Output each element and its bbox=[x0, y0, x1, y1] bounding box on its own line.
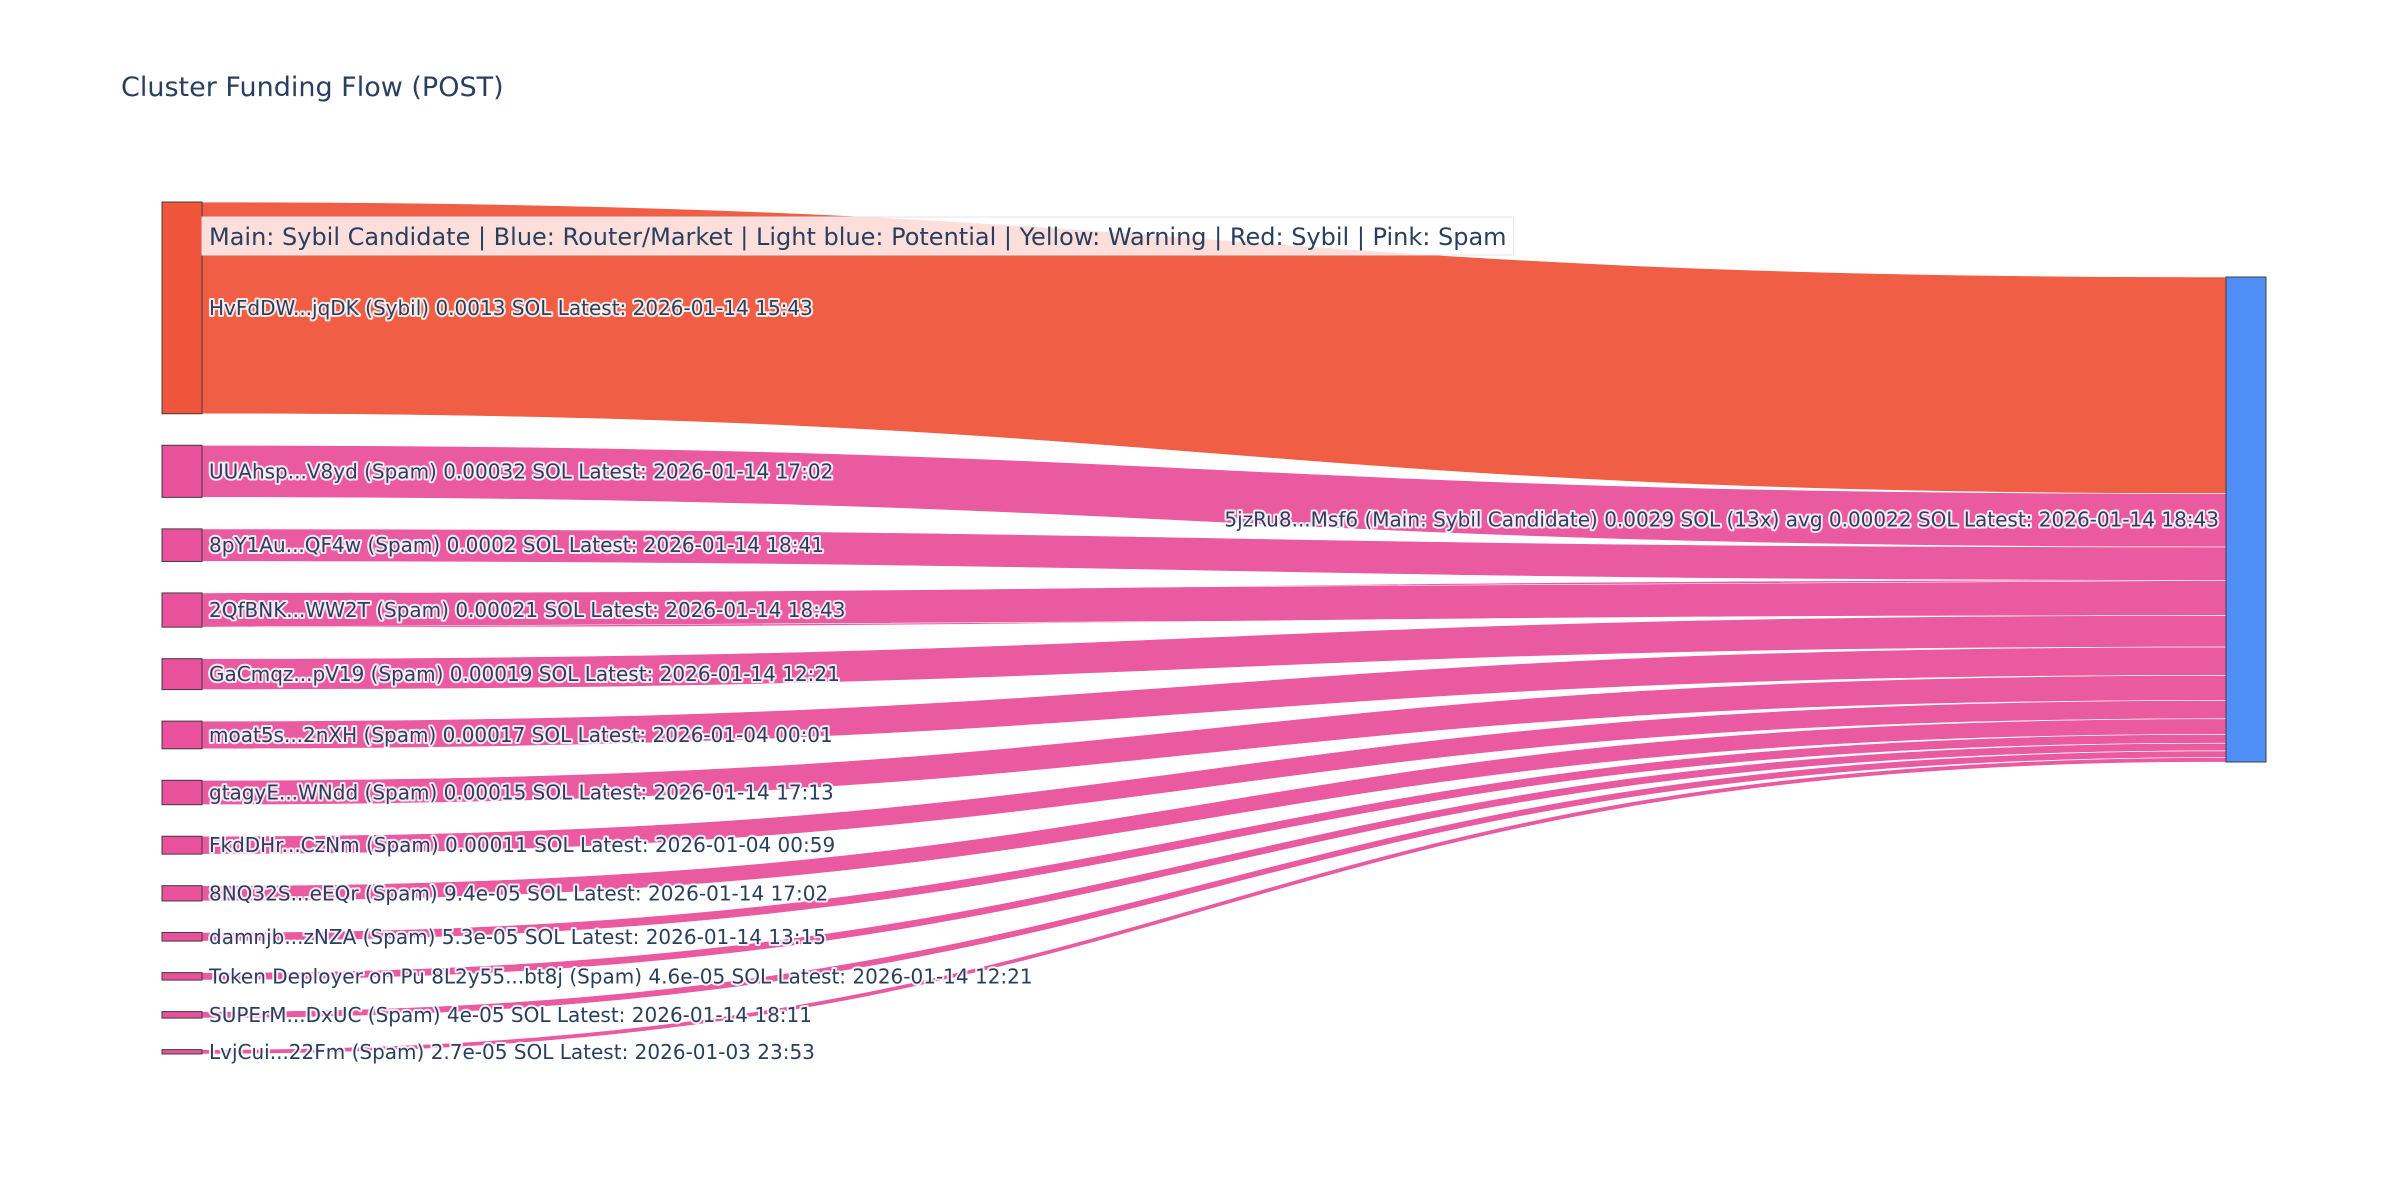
sankey-node-label-7: gtagyE...WNdd (Spam) 0.00015 SOL Latest:… bbox=[209, 781, 834, 805]
sankey-links bbox=[201, 201, 2227, 1055]
sankey-node-target[interactable] bbox=[2225, 276, 2267, 763]
sankey-node-label-11: Token Deployer on Pu 8L2y55...bt8j (Spam… bbox=[208, 964, 1033, 988]
chart-title: Cluster Funding Flow (POST) bbox=[121, 72, 504, 103]
sankey-node-source-4[interactable] bbox=[161, 592, 203, 628]
sankey-labels: HvFdDW...jqDK (Sybil) 0.0013 SOL Latest:… bbox=[206, 294, 2221, 1066]
sankey-node-label-2: UUAhsp...V8yd (Spam) 0.00032 SOL Latest:… bbox=[209, 459, 833, 483]
sankey-node-source-9[interactable] bbox=[161, 885, 203, 902]
sankey-node-label-10: damnjb...zNZA (Spam) 5.3e-05 SOL Latest:… bbox=[209, 925, 826, 949]
sankey-node-source-3[interactable] bbox=[161, 528, 203, 562]
sankey-node-label-13: LvjCui...22Fm (Spam) 2.7e-05 SOL Latest:… bbox=[209, 1040, 815, 1064]
sankey-node-label-6: moat5s...2nXH (Spam) 0.00017 SOL Latest:… bbox=[209, 723, 833, 747]
sankey-node-source-8[interactable] bbox=[161, 835, 203, 855]
legend-text: Main: Sybil Candidate | Blue: Router/Mar… bbox=[209, 223, 1507, 251]
legend-background bbox=[201, 216, 1515, 256]
sankey-node-source-5[interactable] bbox=[161, 658, 203, 691]
sankey-node-label-4: 2QfBNK...WW2T (Spam) 0.00021 SOL Latest:… bbox=[209, 598, 845, 622]
sankey-node-label-8: FkdDHr...CzNm (Spam) 0.00011 SOL Latest:… bbox=[209, 833, 835, 857]
sankey-node-label-9: 8NQ32S...eEQr (Spam) 9.4e-05 SOL Latest:… bbox=[209, 881, 828, 905]
sankey-node-label-12: SUPErM...DxUC (Spam) 4e-05 SOL Latest: 2… bbox=[209, 1003, 812, 1027]
sankey-node-source-6[interactable] bbox=[161, 720, 203, 750]
sankey-node-label-1: HvFdDW...jqDK (Sybil) 0.0013 SOL Latest:… bbox=[209, 296, 813, 320]
legend: Main: Sybil Candidate | Blue: Router/Mar… bbox=[201, 216, 1515, 256]
sankey-node-label-5: GaCmqz...pV19 (Spam) 0.00019 SOL Latest:… bbox=[209, 662, 840, 686]
sankey-node-source-7[interactable] bbox=[161, 779, 203, 806]
sankey-node-source-13[interactable] bbox=[161, 1049, 203, 1055]
sankey-node-source-11[interactable] bbox=[161, 972, 203, 981]
sankey-node-label-3: 8pY1Au...QF4w (Spam) 0.0002 SOL Latest: … bbox=[209, 533, 824, 557]
sankey-node-source-10[interactable] bbox=[161, 931, 203, 942]
sankey-node-source-2[interactable] bbox=[161, 444, 203, 498]
sankey-nodes bbox=[161, 201, 2267, 1055]
sankey-node-source-12[interactable] bbox=[161, 1011, 203, 1019]
sankey-node-source-1[interactable] bbox=[161, 201, 203, 415]
sankey-node-label-target: 5jzRu8...Msf6 (Main: Sybil Candidate) 0.… bbox=[1224, 508, 2219, 532]
